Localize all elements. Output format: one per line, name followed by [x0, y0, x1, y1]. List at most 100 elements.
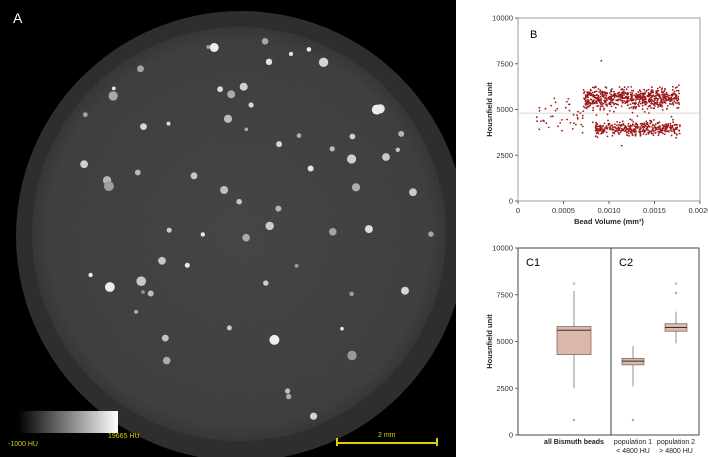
data-point: [655, 97, 658, 99]
data-point: [595, 123, 598, 126]
data-point: [609, 97, 612, 100]
data-point: [617, 99, 619, 102]
data-point: [652, 94, 655, 97]
data-point: [640, 127, 642, 130]
data-point: [673, 90, 676, 93]
data-point: [661, 104, 663, 106]
data-point: [653, 125, 656, 128]
data-point: [672, 85, 674, 88]
bead: [226, 325, 232, 331]
data-point: [581, 117, 584, 120]
data-point: [665, 130, 668, 133]
x-tick-label: 0.0005: [552, 206, 575, 215]
data-point: [658, 127, 660, 129]
data-point: [641, 104, 644, 107]
data-point: [610, 127, 612, 130]
data-point: [599, 129, 602, 132]
bead: [347, 154, 357, 164]
data-point: [619, 121, 621, 124]
data-point: [584, 103, 587, 106]
data-point: [674, 128, 677, 131]
boxplot-chart-c: C1 C2 0 2500 5000 7500 10000 Housnfield unit all…: [485, 244, 700, 455]
data-point: [641, 101, 644, 104]
data-point: [556, 107, 559, 110]
data-point: [674, 87, 677, 89]
data-point: [657, 134, 660, 137]
data-point: [600, 127, 603, 130]
x-tick-label: 0: [516, 206, 520, 215]
data-point: [589, 104, 591, 107]
data-point: [679, 125, 681, 128]
data-point: [587, 99, 589, 101]
data-point: [637, 93, 640, 96]
data-point: [601, 131, 603, 134]
data-point: [619, 129, 622, 132]
data-point: [598, 99, 600, 102]
data-point: [632, 99, 634, 102]
data-point: [585, 107, 588, 110]
data-point: [638, 128, 641, 131]
data-point: [656, 100, 658, 102]
data-point: [568, 103, 570, 106]
y-tick-label: 10000: [492, 244, 513, 253]
bead: [209, 43, 219, 52]
data-point: [594, 135, 597, 138]
bead: [134, 309, 139, 314]
data-point: [655, 127, 658, 130]
data-point: [604, 127, 607, 129]
data-point: [668, 103, 671, 105]
data-point: [625, 101, 627, 104]
data-point: [669, 129, 672, 132]
bead: [190, 172, 198, 180]
data-point: [618, 98, 621, 101]
data-point: [600, 99, 602, 102]
bead: [166, 121, 171, 126]
scatter-chart-b: 0 2500 5000 7500 10000 0 0.0005 0.0010 0.0015 0.0…: [485, 14, 708, 227]
data-point: [596, 99, 599, 102]
data-point: [632, 107, 635, 110]
data-point: [602, 96, 605, 99]
data-point: [622, 128, 625, 131]
subpanel-frame-c2: [610, 247, 700, 436]
bead: [239, 82, 248, 91]
bead: [134, 169, 141, 176]
data-point: [643, 99, 645, 101]
data-point: [634, 103, 637, 106]
data-point: [535, 116, 538, 119]
data-point: [634, 127, 637, 129]
ct-image-panel: A -1000 HU 19665 HU 2 mm: [0, 0, 456, 457]
bead: [349, 291, 354, 297]
data-point: [638, 105, 640, 108]
data-point: [639, 90, 642, 93]
data-point: [584, 106, 586, 109]
data-point: [628, 130, 630, 133]
data-point: [576, 116, 579, 119]
data-point: [649, 130, 651, 133]
data-point: [657, 89, 660, 92]
data-point: [638, 100, 641, 103]
data-point: [576, 118, 579, 120]
data-point: [607, 119, 609, 122]
data-point: [672, 102, 674, 105]
data-point: [611, 88, 613, 90]
data-point: [664, 102, 667, 104]
data-point: [657, 128, 659, 131]
bead: [351, 183, 361, 192]
data-point: [630, 93, 633, 96]
data-point: [639, 102, 642, 105]
data-point: [599, 92, 602, 95]
data-point: [657, 106, 659, 108]
data-point: [641, 108, 644, 111]
data-point: [596, 105, 599, 108]
bead: [82, 112, 88, 118]
data-point: [550, 115, 552, 118]
data-point: [589, 91, 591, 94]
bead: [206, 45, 211, 49]
data-point: [617, 126, 620, 128]
bead: [294, 263, 299, 268]
bead: [161, 334, 169, 342]
data-point: [581, 125, 584, 128]
data-point: [636, 127, 639, 129]
bead: [401, 286, 409, 295]
data-point: [643, 111, 646, 113]
